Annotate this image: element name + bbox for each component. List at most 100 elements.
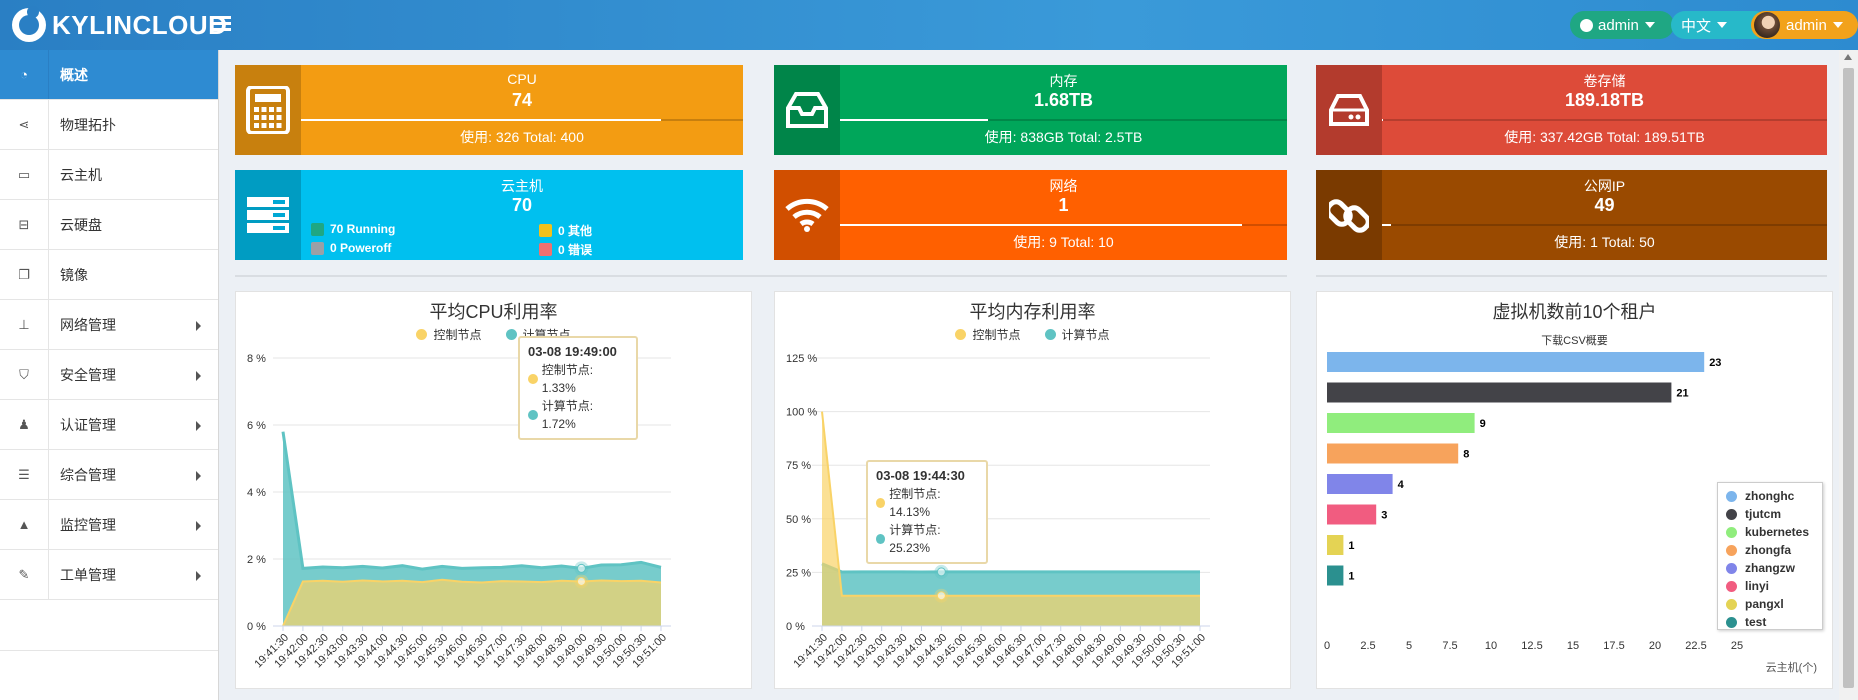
brand-logo[interactable]: KYLINCLOUD [12, 6, 227, 44]
legend-item[interactable]: linyi [1726, 577, 1814, 595]
tooltip-dot-icon [528, 374, 538, 384]
y-tick-label: 6 % [247, 420, 266, 432]
bar-linyi[interactable] [1327, 504, 1377, 525]
brand-name: KYLINCLOUD [52, 9, 228, 40]
sidebar-item-1[interactable]: ⋖ 物理拓扑 [0, 100, 218, 150]
y-tick-label: 100 % [786, 407, 817, 419]
vm-status-label: 0 错误 [558, 243, 593, 257]
tile-storage[interactable]: 卷存储 189.18TB 使用: 337.42GB Total: 189.51TB [1316, 65, 1827, 155]
x-tick-label: 22.5 [1685, 640, 1706, 652]
user-lock-icon: ♟ [0, 400, 49, 449]
scrollbar-thumb[interactable] [1843, 68, 1854, 688]
tile-value: 189.18TB [1564, 90, 1645, 110]
tile-body: CPU 74 使用: 326 Total: 400 [301, 65, 743, 155]
tile-public_ip[interactable]: 公网IP 49 使用: 1 Total: 50 [1316, 170, 1827, 260]
legend-item[interactable]: 控制节点 [955, 326, 1021, 343]
y-tick-label: 0 % [247, 621, 266, 633]
series-area-0 [822, 411, 1200, 626]
sidebar: ◔ 概述 ⋖ 物理拓扑 ▭ 云主机 ⊟ 云硬盘 ❐ 镜像 ⊥ 网络管理 ⛉ 安全管理 ♟ 认证管理 ☰ 综合管理 ▲… [0, 50, 219, 700]
caret-down-icon [1717, 22, 1728, 28]
sidebar-item-10[interactable]: ✎ 工单管理 [0, 550, 218, 600]
tile-value: 1.68TB [1033, 90, 1094, 110]
tile-progress-bar [301, 119, 743, 121]
tile-network[interactable]: 网络 1 使用: 9 Total: 10 [774, 170, 1287, 260]
sidebar-item-6[interactable]: ⛉ 安全管理 [0, 350, 218, 400]
bar-tjutcm[interactable] [1327, 382, 1672, 403]
admin-status-dropdown[interactable]: admin [1570, 11, 1674, 39]
menu-toggle-icon[interactable] [211, 16, 231, 34]
tile-vm[interactable]: 云主机 70 70 Running 0 其他 0 Poweroff 0 错误 [235, 170, 743, 260]
top-tenants-panel: 虚拟机数前10个租户 下载CSV概要 23 21 9 8 4 3 1 1 0 2.5 5 7.5 10 1… [1316, 291, 1833, 689]
vm-status-item: 0 Poweroff [311, 241, 391, 255]
sidebar-item-4[interactable]: ❐ 镜像 [0, 250, 218, 300]
legend-item[interactable]: kubernetes [1726, 523, 1814, 541]
legend-item[interactable]: 计算节点 [1044, 326, 1110, 343]
section-divider [235, 275, 1287, 277]
x-tick-label: 25 [1731, 640, 1743, 652]
bar-data-label: 1 [1348, 571, 1354, 583]
legend-label: zhongfa [1745, 543, 1791, 557]
sidebar-item-8[interactable]: ☰ 综合管理 [0, 450, 218, 500]
legend-item[interactable]: zhongfa [1726, 541, 1814, 559]
cpu-usage-chart[interactable]: 0 %2 %4 %6 %8 %19:41:3019:42:0019:42:301… [236, 292, 751, 688]
download-csv-link[interactable]: 下载CSV概要 [1541, 335, 1608, 347]
vm-status-label: 0 Poweroff [330, 241, 392, 255]
bell-icon: ▲ [0, 500, 49, 549]
sidebar-item-2[interactable]: ▭ 云主机 [0, 150, 218, 200]
tile-progress-bar [840, 119, 1287, 121]
list-icon: ☰ [0, 450, 49, 499]
legend-label: 控制节点 [433, 328, 482, 342]
bar-data-label: 21 [1676, 388, 1688, 400]
section-divider [1316, 275, 1827, 277]
language-label: 中文 [1681, 17, 1712, 35]
tile-progress-bar [1382, 119, 1827, 121]
sidebar-item-7[interactable]: ♟ 认证管理 [0, 400, 218, 450]
legend-item[interactable]: zhonghc [1726, 487, 1814, 505]
bar-zhongfa[interactable] [1327, 443, 1459, 464]
legend-item[interactable]: zhangzw [1726, 559, 1814, 577]
user-menu-dropdown[interactable]: admin [1751, 11, 1858, 39]
legend-item[interactable]: test [1726, 613, 1814, 631]
bar-test[interactable] [1327, 565, 1344, 586]
bar-zhangzw[interactable] [1327, 474, 1393, 494]
sidebar-item-3[interactable]: ⊟ 云硬盘 [0, 200, 218, 250]
tile-cpu[interactable]: CPU 74 使用: 326 Total: 400 [235, 65, 743, 155]
scroll-up-icon[interactable] [1844, 54, 1852, 60]
chevron-right-icon [196, 471, 201, 481]
legend-dot-icon [1726, 526, 1737, 538]
bar-data-label: 1 [1348, 540, 1354, 552]
sidebar-item-5[interactable]: ⊥ 网络管理 [0, 300, 218, 350]
bar-data-label: 9 [1480, 418, 1486, 430]
sidebar-item-9[interactable]: ▲ 监控管理 [0, 500, 218, 550]
legend-item[interactable]: 控制节点 [416, 326, 482, 343]
x-tick-label: 7.5 [1442, 640, 1457, 652]
bar-pangxl[interactable] [1327, 535, 1344, 555]
legend-item[interactable]: tjutcm [1726, 505, 1814, 523]
page-scrollbar[interactable] [1839, 50, 1858, 700]
legend-dot-icon [1044, 329, 1056, 340]
memory-usage-chart[interactable]: 0 %25 %50 %75 %100 %125 %19:41:3019:42:0… [775, 292, 1290, 688]
tooltip-value: 计算节点: 25.23% [889, 523, 941, 555]
tile-body: 云主机 70 70 Running 0 其他 0 Poweroff 0 错误 [301, 170, 743, 260]
y-tick-label: 125 % [786, 353, 817, 365]
caret-down-icon [1644, 22, 1655, 28]
cpu-usage-panel: 平均CPU利用率 控制节点 计算节点 0 % 2 % 4 % 6 % 8 % 19:41:3… [235, 291, 752, 689]
hdd-icon: ⊟ [0, 200, 49, 249]
tile-memory[interactable]: 内存 1.68TB 使用: 838GB Total: 2.5TB [774, 65, 1287, 155]
vm-status-label: 0 其他 [558, 224, 593, 238]
sidebar-item-0[interactable]: ◔ 概述 [0, 50, 218, 100]
bar-kubernetes[interactable] [1327, 413, 1475, 433]
legend-dot-icon [1726, 598, 1737, 610]
bar-data-label: 4 [1398, 479, 1405, 491]
bar-zhonghc[interactable] [1327, 352, 1705, 372]
tile-title: 内存 [1049, 73, 1078, 89]
legend-item[interactable]: pangxl [1726, 595, 1814, 613]
tenants-chart-title: 虚拟机数前10个租户 [1492, 302, 1657, 322]
tile-title: 云主机 [501, 178, 543, 194]
sidebar-item-label: 认证管理 [60, 416, 116, 433]
sidebar-end [0, 650, 218, 651]
share-icon: ⋖ [0, 100, 49, 149]
x-tick-label: 0 [1324, 640, 1330, 652]
tile-usage-text: 使用: 326 Total: 400 [460, 129, 584, 145]
